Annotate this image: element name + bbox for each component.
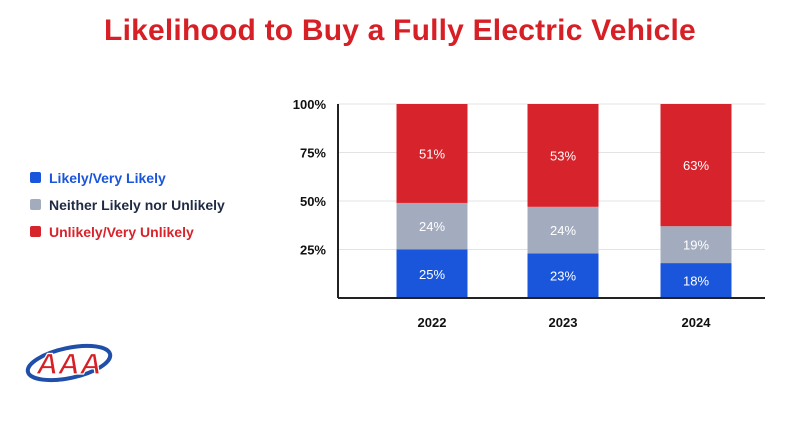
bar-segment [527,206,599,254]
y-tick-label: 50% [300,194,326,209]
x-tick-label: 2022 [418,315,447,330]
legend-swatch-likely [30,172,41,183]
chart-title: Likelihood to Buy a Fully Electric Vehic… [104,14,696,47]
bar-segment [660,104,732,227]
legend-item-unlikely: Unlikely/Very Unlikely [30,218,225,245]
legend-swatch-neither [30,199,41,210]
data-label: 53% [550,148,576,163]
bar-segment [396,249,468,298]
bar-segment [660,226,732,264]
data-label: 18% [683,274,709,289]
legend-label-likely: Likely/Very Likely [49,169,166,186]
legend-item-neither: Neither Likely nor Unlikely [30,191,225,218]
aaa-logo-icon: AAA [25,343,113,383]
bar-segment [527,104,599,207]
legend: Likely/Very Likely Neither Likely nor Un… [30,164,225,245]
data-label: 19% [683,238,709,253]
bar-segment [660,263,732,298]
legend-swatch-unlikely [30,226,41,237]
legend-item-likely: Likely/Very Likely [30,164,225,191]
data-label: 25% [419,267,445,282]
data-label: 24% [550,223,576,238]
y-tick-label: 25% [300,243,326,258]
data-label: 23% [550,269,576,284]
x-tick-label: 2024 [682,315,712,330]
data-label: 51% [419,146,445,161]
data-label: 63% [683,158,709,173]
legend-label-unlikely: Unlikely/Very Unlikely [49,223,194,240]
y-tick-label: 100% [293,97,327,112]
data-label: 24% [419,219,445,234]
y-tick-label: 75% [300,146,326,161]
bar-segment [396,202,468,250]
bar-segment [396,104,468,203]
bar-segment [527,253,599,298]
x-tick-label: 2023 [549,315,578,330]
aaa-logo-text: AAA [36,348,102,381]
legend-label-neither: Neither Likely nor Unlikely [49,196,225,213]
